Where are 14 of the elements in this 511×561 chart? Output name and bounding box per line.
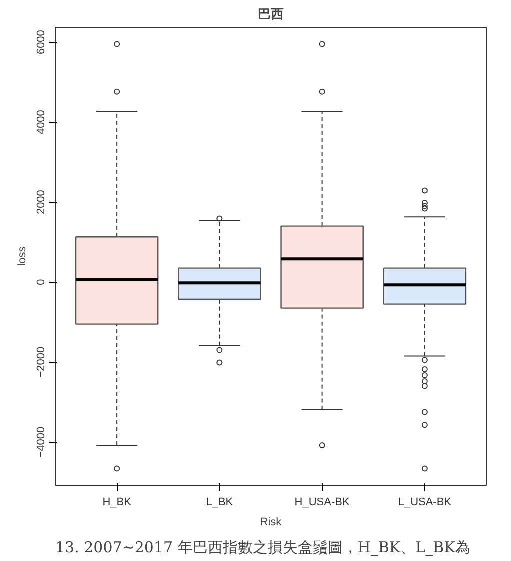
y-axis-title: loss [16, 246, 28, 266]
x-axis-title: Risk [260, 516, 282, 528]
text: 13. 2007~2017 年巴西指數之損失盒鬚圖，H_BK、L_BK為 [56, 538, 470, 556]
y-tick-label: 0 [36, 279, 48, 286]
y-tick-label: −4000 [36, 426, 48, 458]
y-tick-label: 4000 [36, 110, 48, 135]
x-tick-label: L_USA-BK [398, 496, 452, 508]
x-tick-label: H_BK [102, 496, 132, 508]
y-tick-label: 2000 [36, 190, 48, 215]
chart-title: 巴西 [258, 8, 284, 22]
x-tick-label: H_USA-BK [294, 496, 350, 508]
x-tick-label: L_BK [206, 496, 234, 508]
y-tick-label: 6000 [36, 30, 48, 55]
y-tick-label: −2000 [36, 346, 48, 378]
